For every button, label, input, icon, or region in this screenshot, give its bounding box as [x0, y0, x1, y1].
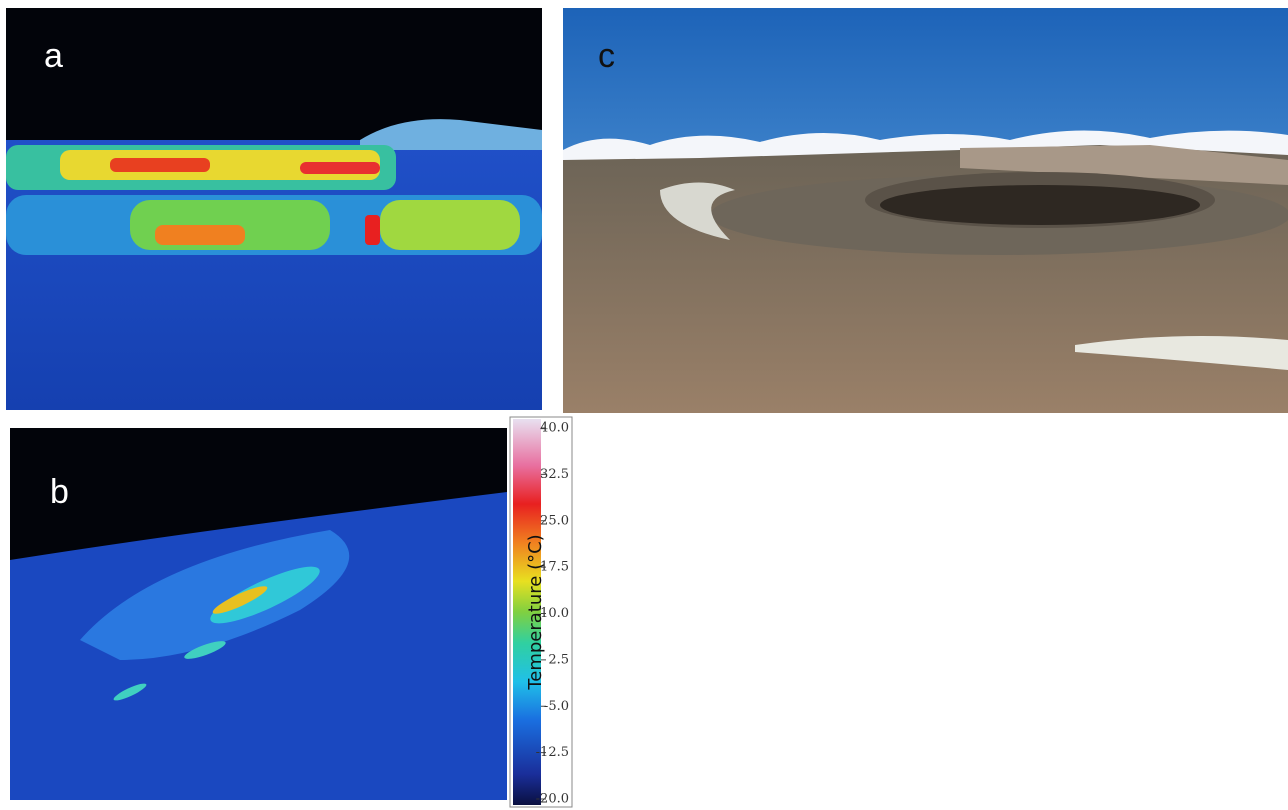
- colorbar: Temperature (°C) 40.032.525.017.510.02.5…: [510, 417, 572, 807]
- figure: a c b Temperature (°C) 40.032.525.017.51…: [0, 0, 1288, 810]
- panel-c: c: [563, 8, 1288, 413]
- tick-label: 2.5: [548, 652, 569, 667]
- tick-label: 32.5: [540, 467, 569, 482]
- tick-label: 10.0: [540, 606, 569, 621]
- panel-a: a: [6, 8, 542, 410]
- tick-label: -20.0: [536, 792, 569, 807]
- tick-label: 25.0: [540, 513, 569, 528]
- tick-label: 17.5: [540, 560, 569, 575]
- panel-label: c: [598, 37, 615, 75]
- panel-label: b: [50, 473, 69, 511]
- panel-label: a: [44, 37, 63, 75]
- tick-label: -5.0: [544, 699, 569, 714]
- tick-label: 40.0: [540, 421, 569, 436]
- panel-b: b: [10, 428, 507, 800]
- tick-label: -12.5: [536, 745, 569, 760]
